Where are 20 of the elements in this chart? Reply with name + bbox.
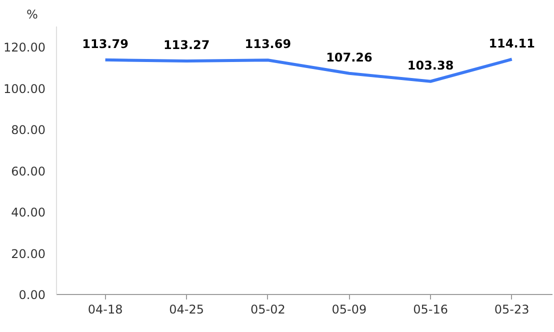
y-tick-label: 40.00: [11, 206, 46, 220]
y-tick-label: 100.00: [4, 82, 46, 96]
data-label: 103.38: [407, 58, 454, 72]
data-label: 107.26: [326, 50, 372, 64]
y-tick-label: 60.00: [11, 164, 46, 178]
x-tick-label: 05-09: [332, 302, 367, 316]
y-tick-label: 20.00: [11, 246, 46, 261]
y-axis-title: %: [26, 8, 38, 22]
x-tick-label: 05-23: [494, 302, 530, 316]
y-tick-label: 120.00: [4, 40, 46, 55]
data-label: 113.27: [163, 38, 210, 52]
data-label: 113.69: [244, 37, 292, 52]
y-tick-label: 0.00: [18, 288, 46, 302]
x-tick-label: 05-02: [250, 302, 286, 316]
x-tick-label: 04-25: [169, 302, 204, 316]
data-label: 114.11: [488, 36, 536, 50]
data-label: 113.79: [82, 36, 128, 51]
x-tick-label: 04-18: [88, 302, 123, 316]
x-tick-label: 05-16: [413, 302, 448, 316]
y-tick-label: 80.00: [11, 123, 46, 138]
